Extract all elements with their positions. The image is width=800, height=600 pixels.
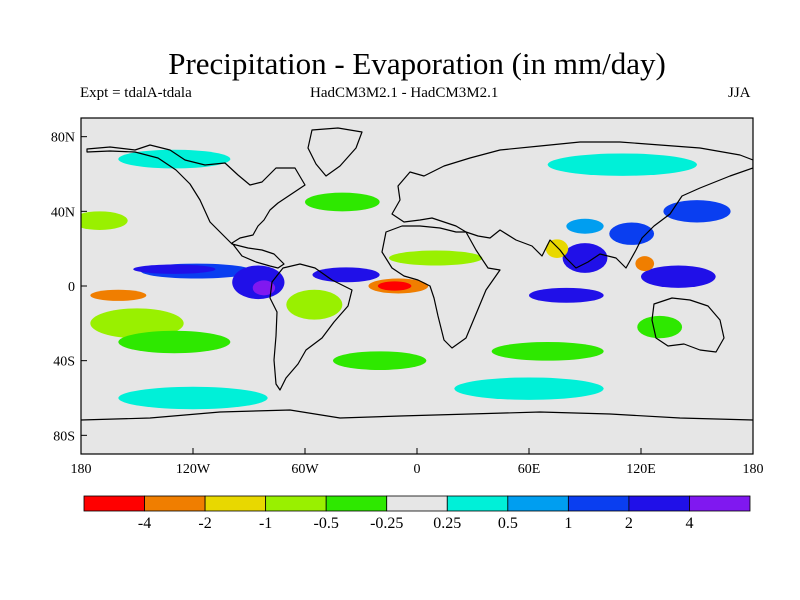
anomaly-itcz-pacific-core [133,264,216,274]
anomaly-north-atlantic-green [305,192,380,212]
anomaly-philippines-dry [635,256,655,272]
colorbar-swatch [204,495,267,512]
colorbar-swatch [446,495,509,512]
y-tick-label: 40N [51,205,75,220]
y-tick-label: 40S [53,355,75,370]
colorbar-swatch [507,495,569,512]
anomaly-atlantic-dry-core [377,281,412,291]
north-america-coast [86,144,306,269]
colorbar-swatch [689,495,751,512]
colorbar-swatch [386,495,448,512]
colorbar-swatch [325,495,388,512]
anomaly-atlantic-itcz [312,267,380,283]
axes: 180 120W 60W 0 60E 120E 180 80N 40N 0 40S 80S [51,131,764,477]
anomaly-south-pacific-dry [90,308,184,339]
experiment-label: Expt = tdalA-tdala [80,85,192,101]
anomaly-sahel-green [389,250,483,266]
x-tick-label: 0 [414,462,421,477]
x-tick-label: 180 [743,462,764,477]
anomaly-nw-pacific [663,200,731,223]
colorbar-label: -1 [259,515,272,532]
colorbar-label: 0.25 [433,515,461,532]
y-tick-label: 80N [51,131,75,146]
colorbar: -4 -2 -1 -0.5 -0.25 0.25 0.5 1 2 4 [83,495,751,532]
coastlines [81,127,753,421]
anomaly-tibet-cyan [566,218,604,234]
anomaly-indian-ocean-south [529,287,604,303]
anomaly-australia-green [637,315,683,339]
anomaly-north-pacific-green [81,211,128,230]
colorbar-label: -2 [198,515,211,532]
colorbar-label: 1 [564,515,572,532]
anomaly-amazon-green [286,289,343,320]
model-label: HadCM3M2.1 - HadCM3M2.1 [310,85,499,101]
colorbar-label: -4 [138,515,151,532]
colorbar-swatch [144,495,206,512]
x-tick-label: 120W [176,462,211,477]
anomaly-siberia-cyan [547,153,697,176]
x-tick-label: 120E [626,462,656,477]
y-tick-label: 0 [68,280,75,295]
australia-coast [651,297,725,353]
anomaly-south-china [609,222,655,245]
anomaly-layer [81,149,731,410]
colorbar-label: -0.5 [314,515,339,532]
chart-title: Precipitation - Evaporation (in mm/day) [168,46,666,81]
colorbar-swatch [628,495,690,512]
anomaly-south-indian-cyan [454,377,604,400]
colorbar-swatch [567,495,630,512]
colorbar-swatch [83,495,145,512]
eurasia-coast [391,141,753,269]
colorbar-label: -0.25 [370,515,403,532]
colorbar-label: 2 [625,515,633,532]
anomaly-south-pacific-band [118,330,231,354]
colorbar-label: 4 [685,515,693,532]
anomaly-west-pacific [641,265,716,288]
season-label: JJA [728,85,751,101]
greenland-coast [307,127,363,177]
anomaly-panama-core [252,280,276,296]
colorbar-label: 0.5 [498,515,518,532]
anomaly-southern-ocean-cyan [118,386,268,410]
x-tick-label: 60E [518,462,541,477]
anomaly-south-atlantic-green [333,351,427,370]
south-america-coast [269,263,353,391]
x-tick-label: 60W [291,462,319,477]
x-tick-label: 180 [71,462,92,477]
anomaly-south-indian-green [491,342,604,361]
antarctica-coast [81,409,753,421]
colorbar-swatch [265,495,327,512]
anomaly-equatorial-pacific-dry [90,289,147,301]
anomaly-bay-of-bengal [562,243,608,273]
y-tick-label: 80S [53,429,75,444]
africa-coast [381,225,501,349]
